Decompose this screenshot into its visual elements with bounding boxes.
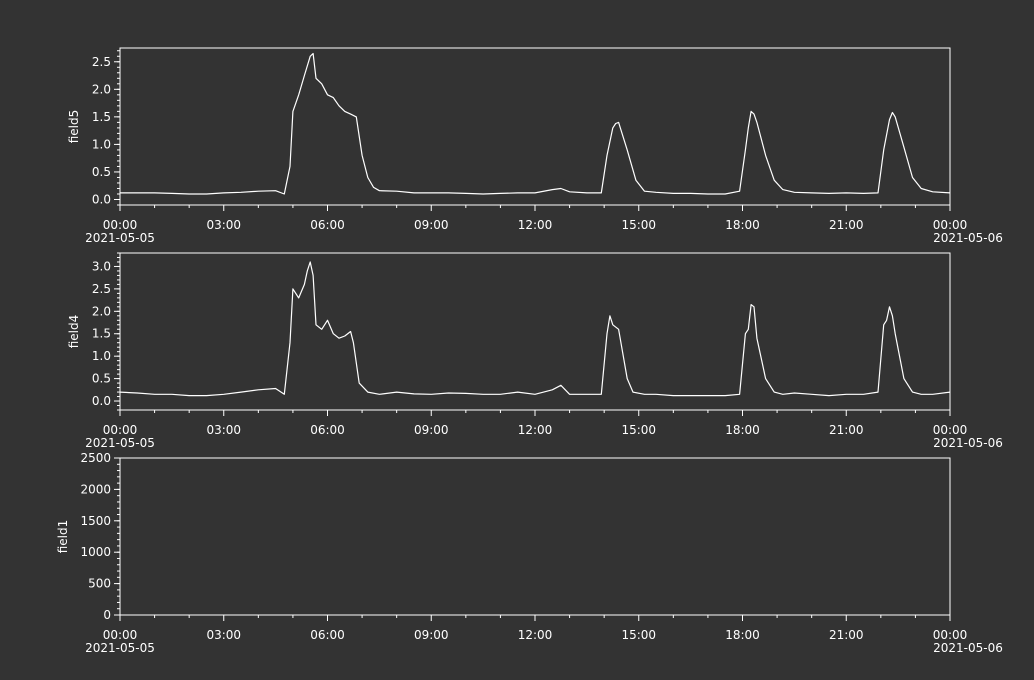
y-tick-label: 0.0 [92, 192, 111, 206]
y-tick-label: 2500 [80, 451, 111, 465]
plot-frame [119, 457, 951, 616]
x-tick-label: 12:00 [518, 423, 553, 437]
x-tick-label: 09:00 [414, 423, 449, 437]
x-tick-label: 00:00 [933, 218, 968, 232]
x-tick-label: 09:00 [414, 218, 449, 232]
x-tick-label: 15:00 [621, 218, 656, 232]
x-tick-label: 03:00 [206, 628, 241, 642]
y-tick-label: 2.0 [92, 304, 111, 318]
y-tick-label: 2.0 [92, 82, 111, 96]
y-axis-label: field4 [67, 315, 81, 349]
y-tick-label: 1500 [80, 514, 111, 528]
x-tick-label: 00:00 [103, 628, 138, 642]
x-tick-label: 21:00 [829, 628, 864, 642]
y-tick-label: 0.0 [92, 394, 111, 408]
x-tick-label: 00:00 [103, 423, 138, 437]
series-line-field5 [120, 52, 951, 195]
x-tick-label: 00:00 [933, 628, 968, 642]
series-line-field4 [119, 261, 951, 397]
x-tick-label: 00:00 [103, 218, 138, 232]
x-tick-label: 15:00 [621, 423, 656, 437]
y-tick-label: 2.5 [92, 55, 111, 69]
x-tick-label: 15:00 [621, 628, 656, 642]
x-tick-label: 06:00 [310, 628, 345, 642]
plot-frame [119, 252, 951, 411]
y-axis-label: field5 [67, 110, 81, 144]
y-tick-label: 0.5 [92, 165, 111, 179]
y-tick-label: 3.0 [92, 259, 111, 273]
y-tick-label: 500 [88, 577, 111, 591]
x-date-label: 2021-05-05 [85, 641, 155, 655]
y-tick-label: 1.0 [92, 137, 111, 151]
y-tick-label: 2000 [80, 482, 111, 496]
x-tick-label: 12:00 [518, 218, 553, 232]
y-tick-label: 1000 [80, 545, 111, 559]
x-date-label: 2021-05-05 [85, 231, 155, 245]
x-date-label: 2021-05-06 [933, 436, 1003, 450]
x-tick-label: 03:00 [206, 423, 241, 437]
y-tick-label: 1.5 [92, 110, 111, 124]
x-tick-label: 18:00 [725, 628, 760, 642]
x-tick-label: 00:00 [933, 423, 968, 437]
x-date-label: 2021-05-06 [933, 231, 1003, 245]
x-tick-label: 06:00 [310, 423, 345, 437]
x-date-label: 2021-05-05 [85, 436, 155, 450]
x-tick-label: 18:00 [725, 218, 760, 232]
y-axis-label: field1 [56, 520, 70, 554]
subplot-field4: 0.0 0.5 1.0 1.5 2.0 2.5 3.0 field4 00:00 03:00 06:… [67, 252, 1003, 450]
x-date-label: 2021-05-06 [933, 641, 1003, 655]
y-tick-label: 1.5 [92, 327, 111, 341]
x-tick-label: 06:00 [310, 218, 345, 232]
x-tick-label: 12:00 [518, 628, 553, 642]
y-tick-label: 0 [103, 608, 111, 622]
y-tick-label: 0.5 [92, 372, 111, 386]
x-tick-label: 18:00 [725, 423, 760, 437]
plot-frame [119, 47, 951, 206]
x-tick-label: 21:00 [829, 218, 864, 232]
x-tick-label: 09:00 [414, 628, 449, 642]
y-tick-label: 1.0 [92, 349, 111, 363]
subplot-field5: 0.0 0.5 1.0 1.5 2.0 2.5 field5 00:00 03:00 06:00 0… [67, 47, 1003, 245]
x-tick-label: 03:00 [206, 218, 241, 232]
x-tick-label: 21:00 [829, 423, 864, 437]
y-tick-label: 2.5 [92, 282, 111, 296]
subplot-field1: 0 500 1000 1500 2000 2500 field1 00:00 03:00 06:0… [56, 451, 1003, 655]
